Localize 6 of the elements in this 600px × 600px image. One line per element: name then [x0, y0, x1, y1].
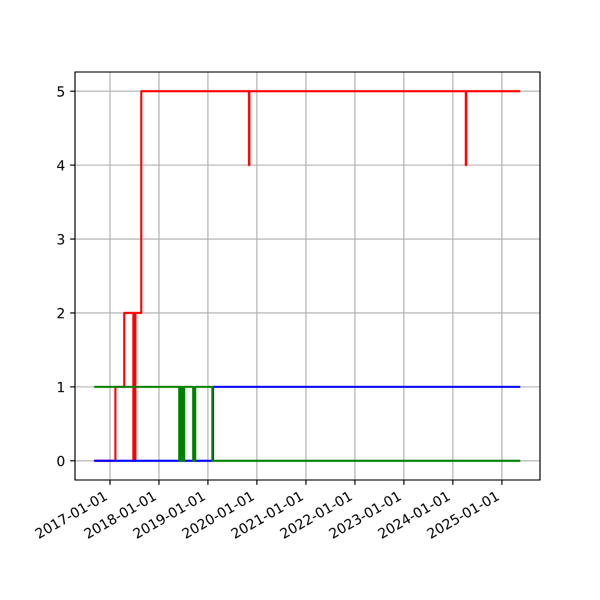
y-tick-label: 1: [58, 382, 64, 392]
y-tick-label: 0: [57, 456, 64, 466]
y-tick-label: 5: [58, 86, 64, 97]
y-tick-label: 3: [58, 234, 64, 245]
y-tick-label: 2: [57, 308, 64, 318]
y-tick-label: 4: [57, 160, 64, 170]
